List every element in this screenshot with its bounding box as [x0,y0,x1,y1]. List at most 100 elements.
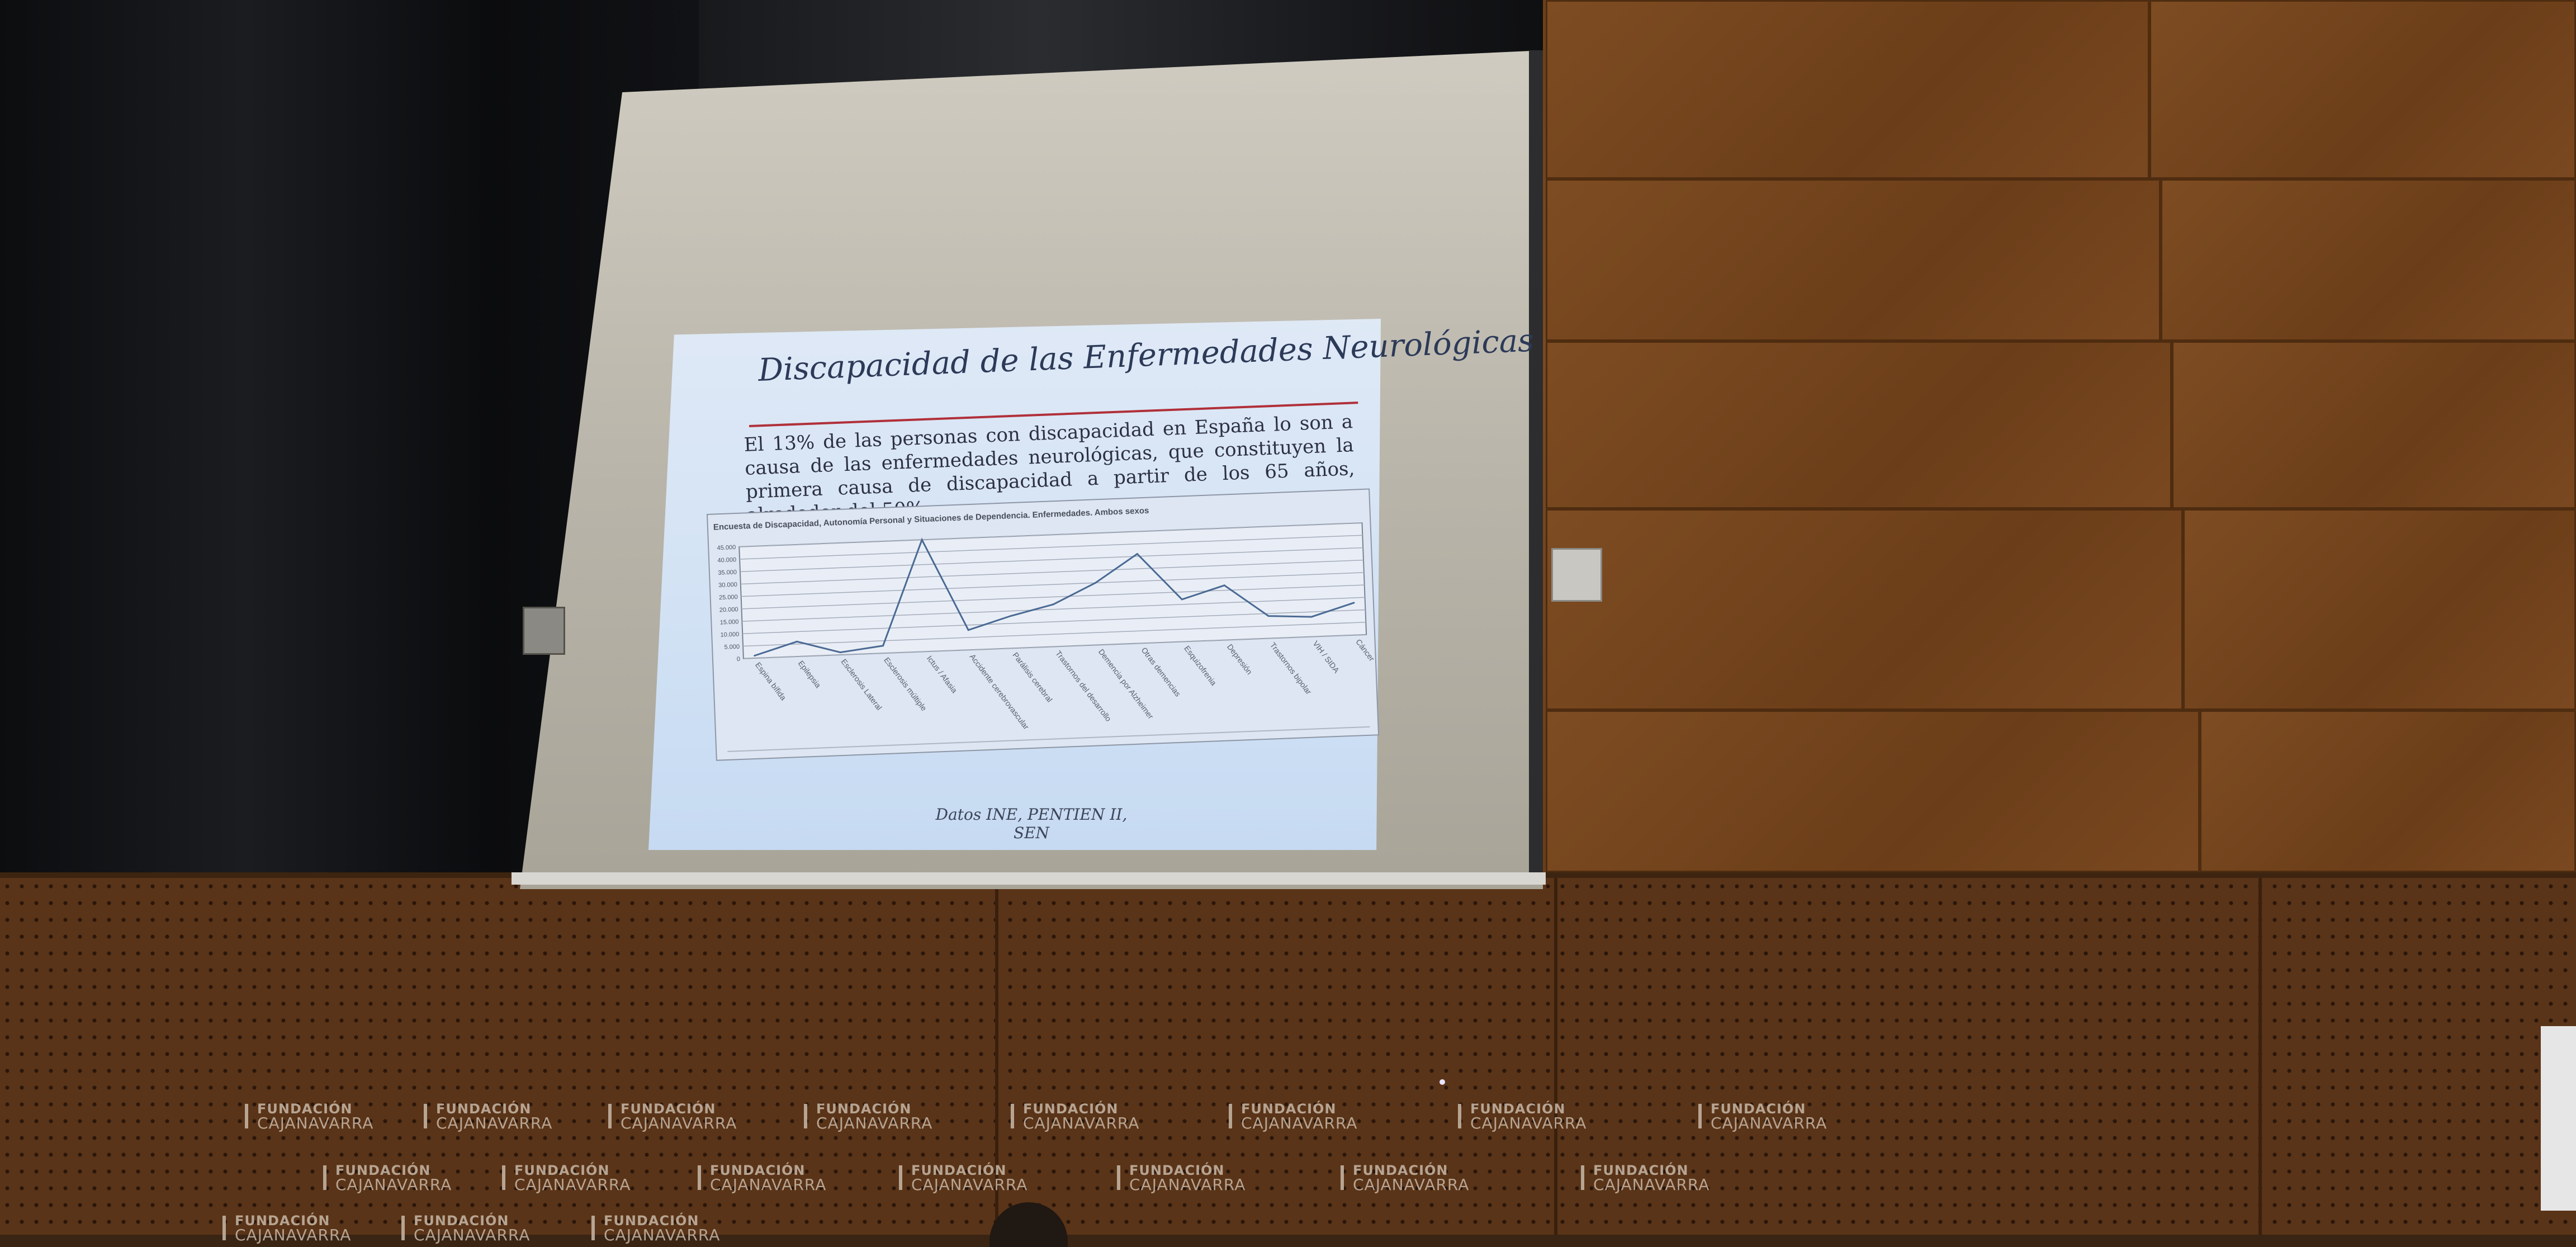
fundacion-logo: FUNDACIÓN CAJANAVARRA [424,1102,552,1131]
logo-mark-icon [1117,1165,1120,1190]
logo-line1: FUNDACIÓN [710,1163,806,1178]
logo-line1: FUNDACIÓN [414,1213,509,1229]
chart-svg: Encuesta de Discapacidad, Autonomía Pers… [706,488,1380,761]
logo-line2: CAJANAVARRA [414,1226,531,1244]
y-tick-label: 25.000 [719,594,738,601]
logo-line1: FUNDACIÓN [235,1213,330,1229]
data-point [1267,615,1270,617]
logo-line2: CAJANAVARRA [257,1114,374,1132]
fundacion-logo: FUNDACIÓN CAJANAVARRA [698,1163,827,1194]
y-tick-label: 35.000 [718,569,737,576]
slide-source: Datos INE, PENTIEN II, SEN [935,805,1128,842]
data-point [839,651,841,654]
logo-line1: FUNDACIÓN [1593,1163,1689,1178]
gridline [741,572,1364,597]
gridline [740,559,1364,585]
panel-seam [995,878,998,1235]
fundacion-logo: FUNDACIÓN CAJANAVARRA [1117,1163,1246,1193]
data-point [1136,553,1138,555]
gridline [743,621,1366,647]
data-point [796,640,798,643]
logo-line2: CAJANAVARRA [621,1114,737,1132]
data-point [967,629,969,631]
logo-mark-icon [608,1104,612,1128]
gridline [743,634,1367,659]
y-tick-label: 0 [737,656,741,663]
logo-line2: CAJANAVARRA [1470,1114,1587,1132]
gridline [741,584,1365,610]
perforated-wood-wall [0,878,2576,1235]
logo-line2: CAJANAVARRA [514,1175,631,1194]
line-chart: Encuesta de Discapacidad, Autonomía Pers… [706,488,1380,761]
logo-mark-icon [424,1104,427,1128]
data-point [882,645,884,647]
logo-line2: CAJANAVARRA [710,1175,827,1194]
fundacion-logo: FUNDACIÓN CAJANAVARRA [1341,1163,1470,1194]
wood-panel [1546,509,2183,710]
fundacion-logo: FUNDACIÓN CAJANAVARRA [245,1101,374,1132]
wood-panel [1546,341,2172,509]
logo-line2: CAJANAVARRA [604,1226,721,1244]
data-point [754,654,756,656]
logo-line2: CAJANAVARRA [1711,1114,1827,1132]
wood-panel [2161,179,2576,341]
fundacion-logo: FUNDACIÓN CAJANAVARRA [1581,1163,1710,1194]
wood-panel [2172,341,2576,509]
screen-rail [1529,50,1543,878]
logo-mark-icon [1341,1165,1344,1190]
logo-mark-icon [1011,1104,1014,1128]
y-tick-label: 45.000 [717,544,736,551]
logo-line1: FUNDACIÓN [1023,1101,1119,1117]
y-tick-label: 40.000 [717,556,736,564]
logo-line1: FUNDACIÓN [816,1101,912,1117]
logo-line1: FUNDACIÓN [1241,1101,1337,1117]
logo-mark-icon [502,1165,505,1190]
gridline [739,522,1362,547]
data-point [1010,615,1012,617]
screen-bottom-bar [512,872,1546,885]
logo-mark-icon [401,1216,405,1240]
y-tick-label: 10.000 [720,631,739,639]
data-point [1223,584,1225,587]
logo-line2: CAJANAVARRA [911,1175,1028,1194]
logo-line1: FUNDACIÓN [1711,1101,1806,1117]
logo-mark-icon [1581,1165,1584,1190]
gridline [742,597,1365,622]
logo-line2: CAJANAVARRA [1353,1175,1470,1194]
wood-panel [1546,710,2200,872]
logo-line2: CAJANAVARRA [1241,1114,1358,1132]
data-point [921,539,923,541]
logo-mark-icon [222,1216,226,1240]
logo-line2: CAJANAVARRA [1593,1175,1710,1194]
logo-mark-icon [804,1104,807,1128]
logo-mark-icon [323,1165,326,1190]
fundacion-logo: FUNDACIÓN CAJANAVARRA [804,1101,932,1131]
fundacion-logo: FUNDACIÓN CAJANAVARRA [1698,1101,1827,1132]
wood-panel [1546,179,2161,341]
fundacion-logo: FUNDACIÓN CAJANAVARRA [323,1163,452,1194]
logo-line1: FUNDACIÓN [335,1163,431,1178]
fundacion-logo: FUNDACIÓN CAJANAVARRA [591,1213,721,1244]
wall-outlet [1551,548,1602,602]
logo-line1: FUNDACIÓN [1470,1101,1566,1117]
fundacion-logo: FUNDACIÓN CAJANAVARRA [222,1213,351,1243]
fundacion-logo: FUNDACIÓN CAJANAVARRA [502,1163,631,1194]
paper-sheet [2541,1026,2576,1211]
logo-line1: FUNDACIÓN [1129,1163,1225,1178]
fundacion-logo: FUNDACIÓN CAJANAVARRA [1458,1101,1587,1132]
wood-panel [1546,0,2149,179]
logo-line1: FUNDACIÓN [621,1101,716,1117]
fundacion-logo: FUNDACIÓN CAJANAVARRA [899,1163,1028,1194]
fundacion-logo: FUNDACIÓN CAJANAVARRA [1229,1101,1358,1132]
logo-mark-icon [245,1104,248,1128]
logo-line1: FUNDACIÓN [257,1101,353,1117]
gridline [742,609,1366,635]
logo-line1: FUNDACIÓN [911,1163,1007,1178]
logo-line2: CAJANAVARRA [335,1175,452,1194]
screen-bracket [523,607,565,655]
y-tick-label: 20.000 [719,606,738,613]
logo-mark-icon [1698,1104,1702,1128]
logo-mark-icon [698,1165,701,1190]
wood-panel [2183,509,2576,710]
panel-seam [1554,878,1557,1235]
